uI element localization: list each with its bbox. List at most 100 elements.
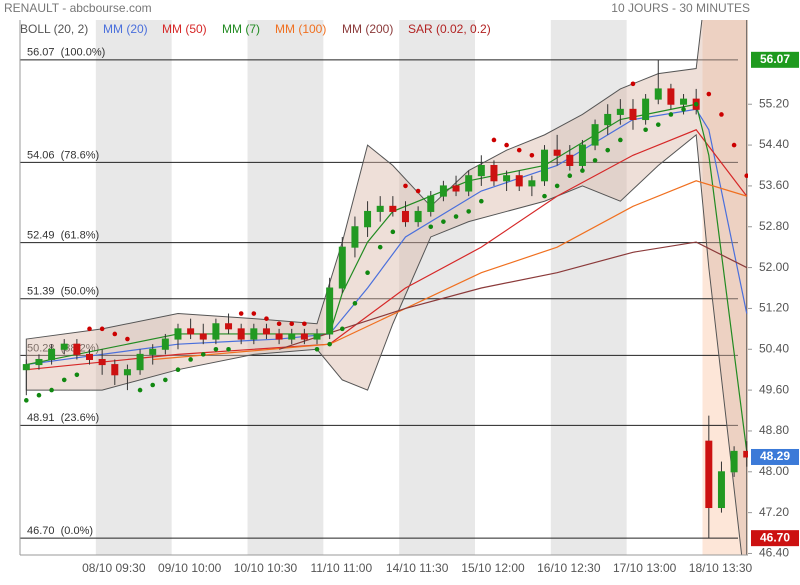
candle-body [86, 353, 94, 360]
sar-dot [693, 101, 699, 107]
sar-dot [390, 229, 396, 235]
candle-body [705, 440, 713, 509]
sar-dot [580, 168, 585, 173]
price-tag-label: 56.07 [760, 52, 790, 66]
sar-dot [618, 137, 623, 143]
candle-body [351, 226, 359, 248]
price-tag [751, 530, 799, 547]
candle-body [187, 328, 195, 335]
sar-dot [99, 326, 105, 332]
candle-body [629, 108, 637, 121]
candle-body [414, 210, 422, 223]
candle-body [667, 88, 675, 105]
candle-body [566, 154, 574, 166]
candle-body [490, 164, 498, 182]
candle-body [98, 358, 106, 366]
sar-dot [567, 173, 573, 179]
fib-label: 56.07 (100.0%) [27, 47, 105, 59]
legend-item: BOLL (20, 2) [20, 22, 88, 36]
y-tick-label: 48.00 [759, 464, 789, 478]
sar-dot [365, 270, 370, 275]
sar-dot [339, 326, 345, 332]
sar-dot [327, 341, 332, 347]
sar-dot [744, 173, 748, 179]
sar-dot [289, 321, 295, 327]
day-band [399, 20, 475, 555]
sar-dot [630, 81, 636, 87]
sar-dot [731, 142, 737, 148]
axes: 08/10 09:30 09/10 10:00 10/10 10:30 11/10 1… [20, 22, 799, 575]
sar-dot [200, 352, 206, 357]
sar-dot [251, 311, 257, 316]
candle-body [477, 164, 485, 177]
candle-body [161, 338, 169, 350]
sar-dot [655, 122, 661, 127]
y-tick-label: 47.20 [759, 505, 789, 519]
candle-body [591, 124, 599, 146]
candle-body [452, 185, 460, 192]
sar-dot [74, 372, 80, 378]
x-tick-label: 15/10 12:00 [461, 561, 525, 575]
x-tick-label: 10/10 10:30 [234, 561, 298, 575]
candle-body [642, 98, 650, 121]
plot-background [95, 20, 748, 555]
candle-body [439, 185, 447, 197]
sar-dot [137, 387, 143, 393]
sar-dot [112, 331, 118, 337]
y-tick-label: 50.40 [759, 341, 789, 355]
candle-body [604, 113, 612, 126]
legend-item: MM (50) [162, 22, 207, 36]
y-tick-label: 46.40 [759, 546, 789, 560]
x-tick-label: 11/10 11:00 [311, 561, 373, 575]
y-tick-label: 54.40 [759, 137, 789, 151]
sar-dot [605, 147, 611, 153]
candle-body [654, 88, 662, 100]
sar-dot [377, 244, 383, 250]
candle-body [136, 353, 144, 371]
sar-dot [516, 147, 522, 153]
plot-area: 56.07 (100.0%) 54.06 (78.6%) 52.49 (61.8%)… [20, 20, 748, 555]
y-tick-label: 48.80 [759, 423, 789, 437]
fib-label: 51.39 (50.0%) [27, 286, 99, 298]
sar-dot [706, 91, 712, 97]
candle-body [578, 144, 586, 166]
candle-body [364, 210, 372, 228]
sar-dot [302, 321, 307, 327]
sar-dot [276, 321, 282, 327]
legend-item: SAR (0.02, 0.2) [408, 22, 491, 36]
sar-dot [428, 224, 434, 230]
sar-dot [491, 137, 497, 143]
moving-average-line [278, 241, 748, 350]
candle-body [73, 343, 81, 355]
candle-body [730, 450, 738, 473]
candle-body [313, 333, 321, 340]
sar-dot [213, 346, 219, 352]
price-tag-label: 46.70 [760, 530, 790, 544]
moving-average-line [152, 180, 747, 361]
candle-body [60, 343, 68, 350]
fib-label: 46.70 (0.0%) [27, 525, 93, 537]
sar-dot [352, 301, 358, 306]
legend-item: MM (100) [275, 22, 326, 36]
sar-dot [542, 193, 547, 199]
candle-body [111, 364, 119, 376]
candle-body [300, 333, 308, 340]
candle-body [680, 98, 688, 105]
sar-dot [24, 398, 29, 403]
candle-body [262, 328, 270, 335]
x-tick-label: 16/10 12:30 [537, 561, 601, 575]
candle-body [389, 205, 397, 212]
candle-body [503, 175, 511, 182]
sar-dot [226, 346, 231, 352]
fib-label: 52.49 (61.8%) [27, 229, 99, 241]
candle-body [123, 369, 131, 376]
sar-dot [453, 214, 459, 219]
fib-label: 54.06 (78.6%) [27, 149, 99, 161]
price-tag [751, 448, 799, 465]
day-band [95, 20, 172, 555]
candle-body [225, 323, 233, 330]
candle-body [250, 328, 258, 340]
candle-body [553, 149, 561, 156]
candle-body [427, 195, 435, 212]
